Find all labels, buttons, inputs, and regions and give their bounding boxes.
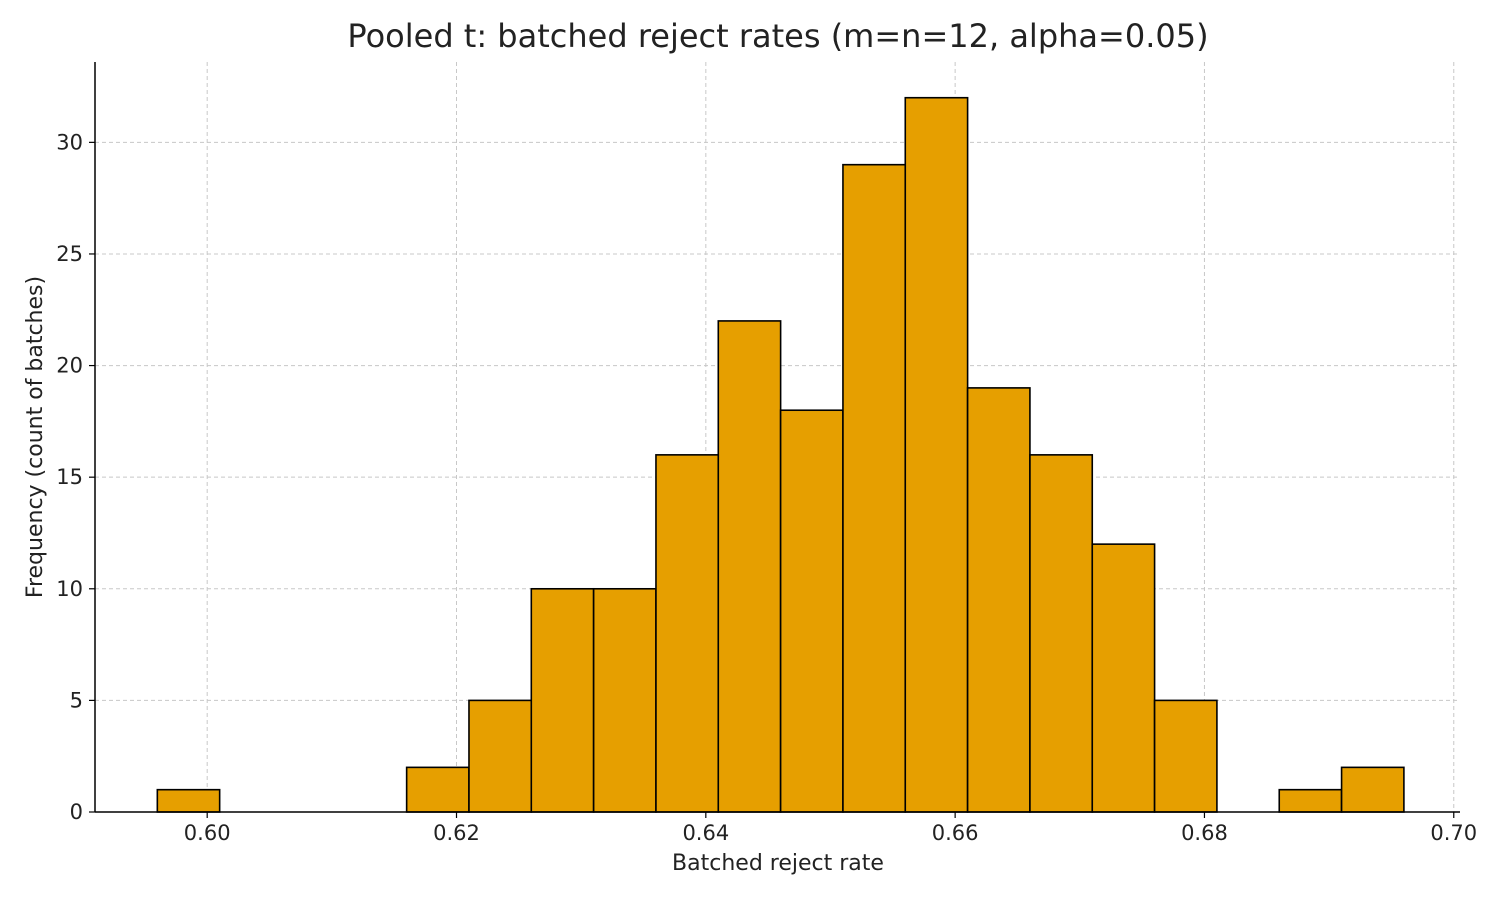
histogram-bar bbox=[592, 587, 657, 813]
histogram-bar bbox=[405, 766, 470, 813]
histogram-bar bbox=[1340, 766, 1405, 813]
y-tick-label: 30 bbox=[56, 130, 83, 154]
bars-layer bbox=[156, 96, 1405, 813]
histogram-bar bbox=[1153, 699, 1218, 813]
x-tick-label: 0.64 bbox=[682, 821, 729, 845]
x-axis-label: Batched reject rate bbox=[672, 851, 884, 876]
histogram-bar bbox=[842, 163, 907, 813]
y-tick-label: 15 bbox=[56, 465, 83, 489]
y-tick-label: 5 bbox=[70, 688, 83, 712]
histogram-bar bbox=[655, 454, 720, 813]
histogram-bar bbox=[468, 699, 533, 813]
histogram-bar bbox=[1278, 788, 1343, 813]
x-tick-label: 0.68 bbox=[1181, 821, 1228, 845]
histogram-bar bbox=[717, 320, 782, 813]
histogram-bar bbox=[530, 587, 595, 813]
x-tick-label: 0.70 bbox=[1430, 821, 1477, 845]
y-ticks: 0 5 10 15 20 25 30 bbox=[56, 130, 95, 824]
histogram-bar bbox=[966, 387, 1031, 813]
histogram-bar bbox=[779, 409, 844, 813]
x-tick-label: 0.60 bbox=[184, 821, 231, 845]
histogram-bar bbox=[156, 788, 221, 813]
y-tick-label: 10 bbox=[56, 577, 83, 601]
y-tick-label: 25 bbox=[56, 242, 83, 266]
y-tick-label: 20 bbox=[56, 354, 83, 378]
axes-layer bbox=[94, 62, 1460, 813]
y-axis-label: Frequency (count of batches) bbox=[23, 276, 48, 598]
histogram-bar bbox=[1091, 543, 1156, 813]
histogram-bar bbox=[904, 96, 969, 813]
y-tick-label: 0 bbox=[70, 800, 83, 824]
x-tick-label: 0.62 bbox=[433, 821, 480, 845]
chart-title: Pooled t: batched reject rates (m=n=12, … bbox=[347, 17, 1208, 55]
x-ticks: 0.60 0.62 0.64 0.66 0.68 0.70 bbox=[184, 812, 1477, 845]
x-tick-label: 0.66 bbox=[932, 821, 979, 845]
histogram-bar bbox=[1029, 454, 1094, 813]
